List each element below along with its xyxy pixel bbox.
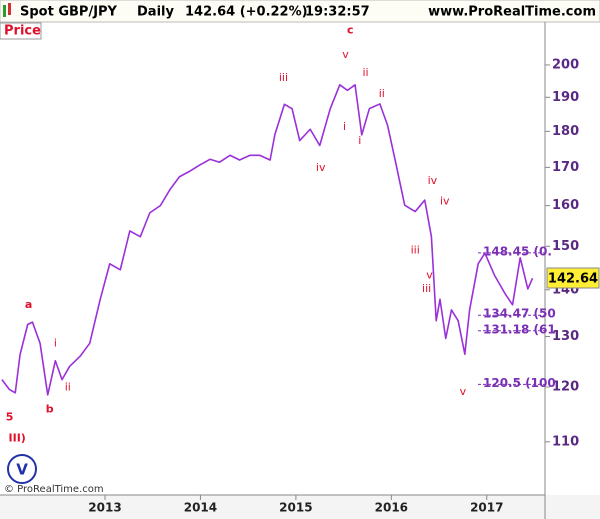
header-bar bbox=[0, 0, 600, 23]
panel-label: Price bbox=[4, 24, 41, 39]
wave-label: i bbox=[343, 120, 346, 133]
panel-label-box bbox=[0, 22, 42, 40]
x-tick-label: 2013 bbox=[88, 501, 121, 515]
wave-label: i bbox=[358, 134, 361, 147]
wave-label: iii bbox=[411, 244, 420, 257]
y-tick-label: 120 bbox=[552, 379, 579, 394]
level-label: 120.5 (100 bbox=[483, 376, 556, 390]
x-tick-label: 2015 bbox=[279, 501, 312, 515]
wave-label: iv bbox=[440, 195, 450, 208]
y-tick-label: 190 bbox=[552, 90, 579, 105]
wave-label: iv bbox=[428, 174, 438, 187]
logo bbox=[7, 454, 37, 484]
instrument: Spot GBP/JPY bbox=[20, 5, 118, 20]
y-tick-label: 130 bbox=[552, 329, 579, 344]
wave-label: ii bbox=[362, 66, 368, 79]
price-change: 142.64 (+0.22%) bbox=[185, 5, 308, 20]
wave-label: 5 bbox=[6, 411, 14, 424]
level-label: 134.47 (50 bbox=[483, 307, 556, 321]
wave-label: c bbox=[347, 24, 354, 37]
wave-label: ii bbox=[65, 380, 71, 393]
x-axis-strip bbox=[0, 495, 600, 519]
wave-label: iii bbox=[422, 282, 431, 295]
y-tick-label: 170 bbox=[552, 160, 579, 175]
header-icon bbox=[3, 5, 6, 17]
wave-label: b bbox=[46, 402, 54, 415]
copyright: © ProRealTime.com bbox=[4, 484, 104, 495]
level-label: 148.45 (0. bbox=[483, 244, 552, 258]
site: www.ProRealTime.com bbox=[428, 5, 596, 20]
wave-label: ii bbox=[379, 87, 385, 100]
x-tick-label: 2017 bbox=[470, 501, 503, 515]
wave-label: i bbox=[54, 336, 57, 349]
y-tick-label: 200 bbox=[552, 57, 579, 72]
y-tick-label: 160 bbox=[552, 198, 579, 213]
y-tick-label: 110 bbox=[552, 434, 579, 449]
logo-text: V bbox=[16, 461, 28, 479]
y-tick-label: 150 bbox=[552, 239, 579, 254]
wave-label: iv bbox=[316, 161, 326, 174]
wave-label: iii bbox=[279, 71, 288, 84]
period: Daily bbox=[137, 5, 174, 20]
wave-label: v bbox=[460, 385, 467, 398]
last-price: 142.64 bbox=[548, 272, 598, 287]
header-icon bbox=[8, 3, 11, 15]
last-price-box bbox=[546, 267, 600, 289]
price-line bbox=[1, 83, 534, 396]
x-tick-label: 2014 bbox=[184, 501, 217, 515]
wave-label: a bbox=[25, 298, 32, 311]
wave-label: v bbox=[426, 269, 433, 282]
time: 19:32:57 bbox=[305, 5, 370, 20]
level-label: 131.18 (61 bbox=[483, 322, 556, 336]
x-tick-label: 2016 bbox=[375, 501, 408, 515]
wave-label: III) bbox=[9, 431, 26, 444]
y-tick-label: 180 bbox=[552, 124, 579, 139]
wave-label: v bbox=[342, 48, 349, 61]
